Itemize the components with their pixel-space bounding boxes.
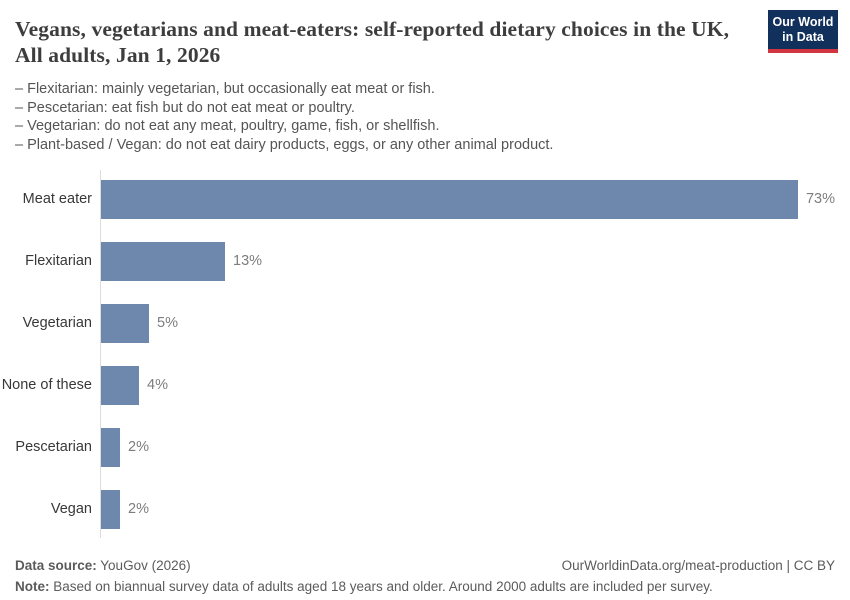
bar[interactable] — [101, 365, 139, 405]
bar-row-vegan: Vegan 2% — [51, 489, 835, 529]
owid-logo-line2: in Data — [782, 30, 824, 44]
bar-category-label: Pescetarian — [15, 439, 92, 456]
bar-value-label: 2% — [128, 439, 149, 456]
note: Note: Based on biannual survey data of a… — [15, 576, 835, 597]
bar-value-label: 73% — [805, 191, 835, 208]
note-label: Note: — [15, 578, 50, 594]
bar-value-label: 2% — [128, 501, 149, 518]
note-value: Based on biannual survey data of adults … — [49, 578, 713, 594]
data-source-label: Data source: — [15, 557, 97, 573]
bar[interactable] — [101, 427, 120, 467]
chart-subtitle: – Flexitarian: mainly vegetarian, but oc… — [0, 68, 850, 154]
bar-value-label: 13% — [233, 253, 263, 270]
owid-logo[interactable]: Our World in Data — [768, 10, 838, 53]
bar-value-label: 5% — [157, 315, 178, 332]
bar-row-pescetarian: Pescetarian 2% — [15, 427, 835, 467]
chart-footer: Data source: YouGov (2026) OurWorldinDat… — [15, 555, 835, 597]
footer-top-row: Data source: YouGov (2026) OurWorldinDat… — [15, 555, 835, 576]
bar-row-meat-eater: Meat eater 73% — [23, 179, 835, 219]
bar-category-label: Vegetarian — [22, 315, 92, 332]
bar-row-none-of-these: None of these 4% — [2, 365, 835, 405]
plot-area: Meat eater 73% Flexitarian 13% Vegetarian 5% N… — [2, 169, 835, 538]
chart-header: Vegans, vegetarians and meat-eaters: sel… — [0, 0, 850, 68]
bar[interactable] — [101, 489, 120, 529]
subtitle-line-2: – Vegetarian: do not eat any meat, poult… — [15, 118, 440, 135]
owid-logo-line1: Our World — [772, 15, 834, 29]
subtitle-line-3: – Plant-based / Vegan: do not eat dairy … — [15, 136, 554, 153]
chart-title: Vegans, vegetarians and meat-eaters: sel… — [15, 17, 730, 68]
subtitle-line-1: – Pescetarian: eat fish but do not eat m… — [15, 99, 355, 116]
bar-value-label: 4% — [147, 377, 168, 394]
data-source-value: YouGov (2026) — [96, 557, 191, 573]
bar[interactable] — [101, 303, 149, 343]
data-source: Data source: YouGov (2026) — [15, 555, 191, 576]
subtitle-line-0: – Flexitarian: mainly vegetarian, but oc… — [15, 81, 435, 98]
bar-row-vegetarian: Vegetarian 5% — [23, 303, 835, 343]
bar-category-label: Vegan — [50, 501, 92, 518]
credit-link[interactable]: OurWorldinData.org/meat-production | CC … — [561, 557, 835, 573]
bar-category-label: None of these — [1, 377, 92, 394]
bar-category-label: Flexitarian — [25, 253, 92, 270]
bar-category-label: Meat eater — [22, 191, 92, 208]
bar-chart: Meat eater 73% Flexitarian 13% Vegetarian 5% N… — [2, 169, 835, 538]
bar[interactable] — [101, 241, 225, 281]
bar-row-flexitarian: Flexitarian 13% — [25, 241, 835, 281]
bar[interactable] — [101, 179, 798, 219]
